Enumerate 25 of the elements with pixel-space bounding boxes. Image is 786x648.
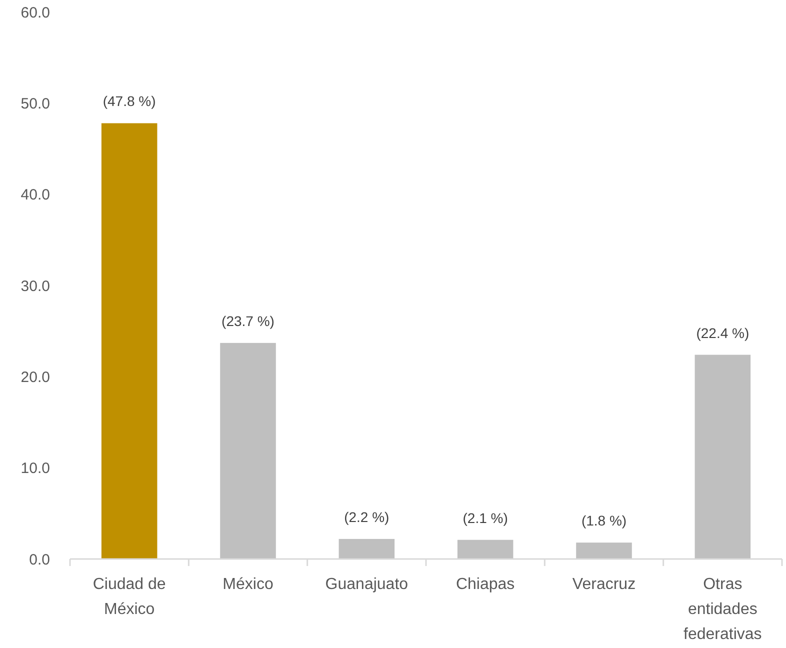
- y-tick-label: 30.0: [20, 278, 50, 295]
- bar: [338, 538, 395, 559]
- data-label: (23.7 %): [222, 312, 274, 329]
- x-tick-label: México: [222, 576, 274, 593]
- data-label: (2.2 %): [344, 508, 390, 525]
- y-tick-label: 50.0: [20, 95, 50, 112]
- y-tick-label: 20.0: [20, 368, 50, 386]
- bar: [101, 123, 158, 559]
- y-tick-label: 0.0: [29, 551, 50, 568]
- bar: [694, 354, 751, 559]
- x-tick-label: Otras entidades federativas: [684, 576, 762, 643]
- bar: [457, 540, 514, 559]
- bar: [576, 542, 632, 559]
- data-label: (47.8 %): [102, 93, 156, 110]
- bar: [220, 342, 276, 559]
- x-tick-label: Ciudad de México: [92, 576, 166, 618]
- y-tick-label: 40.0: [20, 186, 50, 204]
- data-label: (22.4 %): [696, 324, 750, 341]
- data-label: (2.1 %): [462, 510, 508, 526]
- x-tick-label: Guanajuato: [325, 576, 408, 593]
- y-tick-label: 10.0: [20, 460, 50, 478]
- data-label: (1.8 %): [581, 512, 627, 529]
- x-tick-label: Chiapas: [456, 576, 515, 593]
- x-tick-label: Veracruz: [572, 576, 636, 593]
- y-tick-label: 60.0: [20, 4, 50, 22]
